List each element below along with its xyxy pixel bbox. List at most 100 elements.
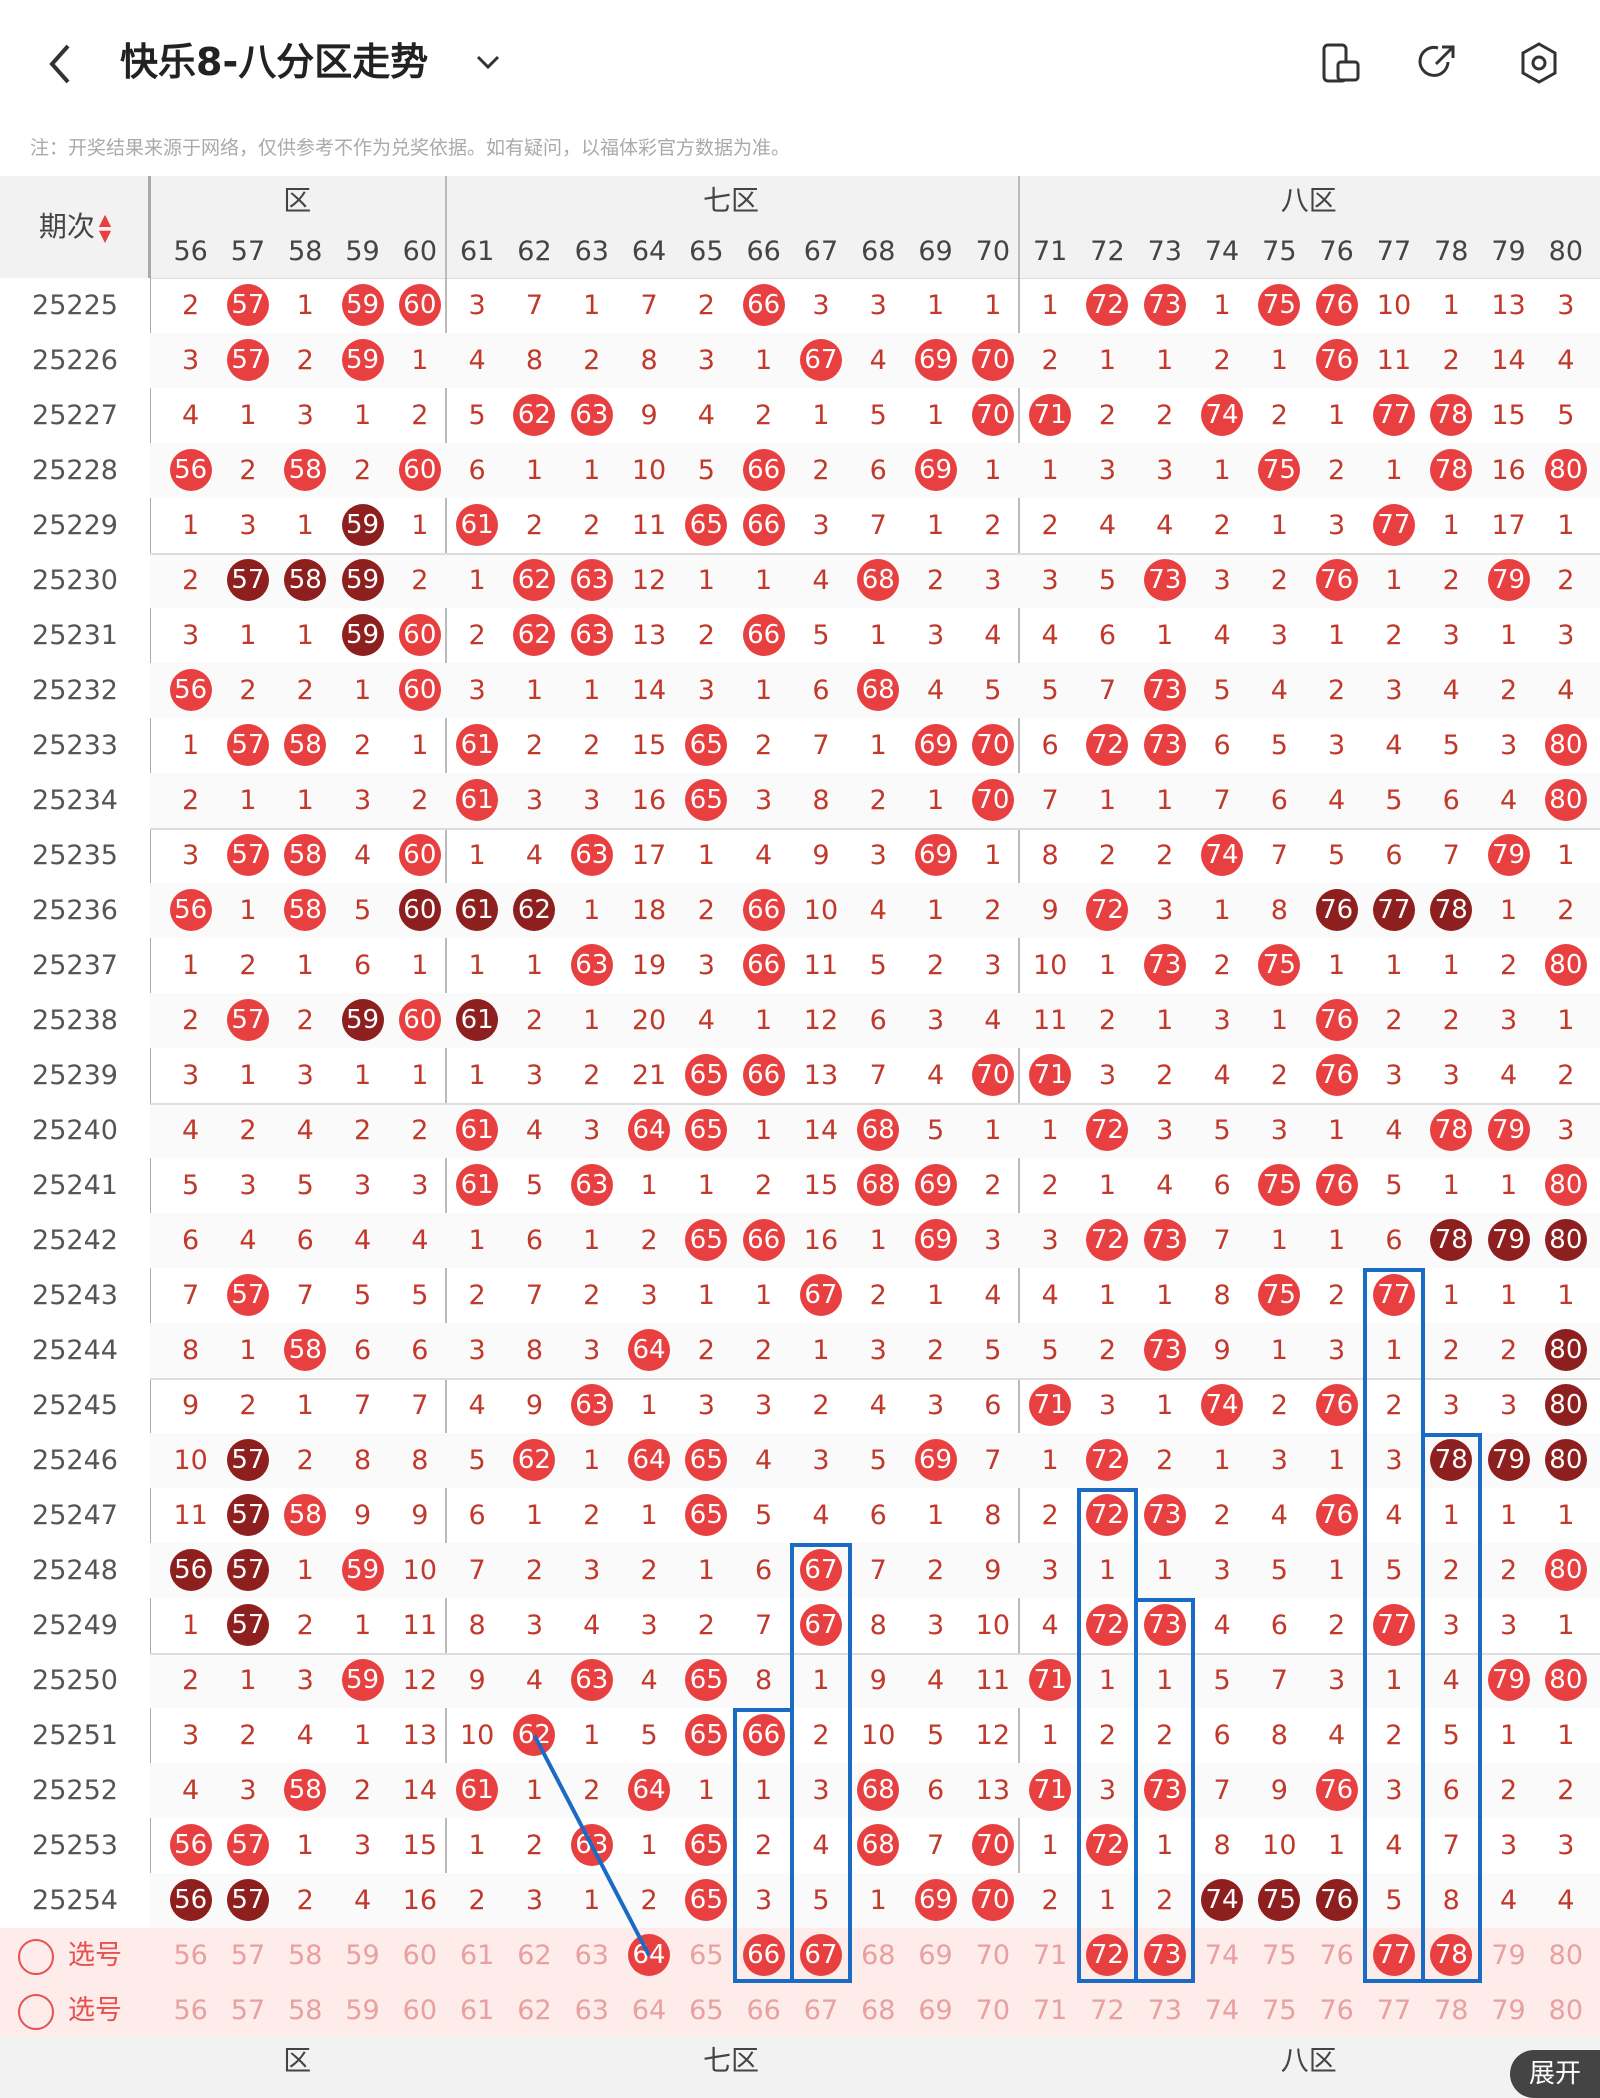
picked-number-ball[interactable]: 67 <box>799 1934 842 1976</box>
drawn-number-ball: 56 <box>169 889 212 931</box>
select-number[interactable]: 77 <box>1376 1995 1412 2026</box>
miss-count: 4 <box>1270 1500 1288 1531</box>
select-row-label[interactable]: 选号 <box>18 1983 148 2038</box>
radio-circle-icon[interactable] <box>18 1938 54 1975</box>
sort-icon[interactable]: ▲ ▼ <box>98 210 112 245</box>
select-number[interactable]: 57 <box>230 1995 266 2026</box>
miss-count: 1 <box>239 400 257 431</box>
select-number[interactable]: 65 <box>689 1940 724 1971</box>
select-number[interactable]: 76 <box>1319 1995 1354 2026</box>
miss-count: 3 <box>353 1170 372 1201</box>
select-number[interactable]: 75 <box>1262 1995 1297 2026</box>
select-number[interactable]: 69 <box>918 1940 953 1971</box>
select-number[interactable]: 69 <box>918 1995 953 2026</box>
select-number[interactable]: 62 <box>517 1940 552 1971</box>
select-number[interactable]: 56 <box>173 1940 208 1971</box>
period-column-header[interactable]: 期次 ▲ ▼ <box>0 176 150 278</box>
select-number[interactable]: 74 <box>1204 1995 1240 2026</box>
miss-count: 13 <box>1491 290 1526 321</box>
miss-count: 8 <box>812 785 830 816</box>
drawn-number-ball: 80 <box>1544 724 1587 766</box>
miss-count: 1 <box>353 675 372 706</box>
miss-count: 2 <box>296 1610 314 1641</box>
select-number[interactable]: 79 <box>1491 1995 1526 2026</box>
miss-count: 5 <box>1213 1665 1231 1696</box>
miss-count: 4 <box>1557 1885 1575 1916</box>
select-number[interactable]: 58 <box>288 1940 323 1971</box>
miss-count: 4 <box>869 895 887 926</box>
select-number[interactable]: 70 <box>975 1995 1011 2026</box>
miss-count: 1 <box>468 1060 486 1091</box>
drawn-number-ball: 78 <box>1430 1219 1473 1261</box>
select-number[interactable]: 66 <box>746 1995 781 2026</box>
select-number[interactable]: 56 <box>173 1995 208 2026</box>
select-number[interactable]: 67 <box>803 1995 839 2026</box>
select-number[interactable]: 70 <box>975 1940 1011 1971</box>
select-number[interactable]: 61 <box>459 1995 495 2026</box>
select-number[interactable]: 58 <box>288 1995 323 2026</box>
period-number: 25237 <box>0 938 150 993</box>
picked-number-ball[interactable]: 73 <box>1143 1934 1186 1976</box>
select-number[interactable]: 68 <box>861 1995 896 2026</box>
select-number[interactable]: 63 <box>574 1995 609 2026</box>
drawn-number-ball: 75 <box>1258 1164 1301 1206</box>
drawn-number-ball: 58 <box>284 449 327 491</box>
miss-count: 5 <box>1041 1335 1059 1366</box>
drawn-number-ball: 60 <box>398 669 441 711</box>
select-number[interactable]: 64 <box>631 1995 667 2026</box>
back-arrow-icon[interactable] <box>38 36 88 92</box>
select-number[interactable]: 59 <box>345 1995 380 2026</box>
share-icon[interactable] <box>1414 40 1460 86</box>
select-number[interactable]: 75 <box>1262 1940 1297 1971</box>
miss-count: 3 <box>1156 895 1174 926</box>
miss-count: 4 <box>411 1225 429 1256</box>
picked-number-ball[interactable]: 66 <box>742 1934 785 1976</box>
picked-number-ball[interactable]: 64 <box>628 1934 671 1976</box>
drawn-number-ball: 62 <box>513 889 556 931</box>
column-number: 68 <box>849 226 907 278</box>
select-number[interactable]: 60 <box>402 1940 438 1971</box>
select-number[interactable]: 76 <box>1319 1940 1354 1971</box>
select-number[interactable]: 62 <box>517 1995 552 2026</box>
miss-count: 3 <box>755 785 773 816</box>
picked-number-ball[interactable]: 78 <box>1430 1934 1473 1976</box>
settings-icon[interactable] <box>1516 40 1562 86</box>
select-number[interactable]: 73 <box>1147 1995 1182 2026</box>
select-number[interactable]: 71 <box>1032 1995 1068 2026</box>
picked-number-ball[interactable]: 77 <box>1372 1934 1415 1976</box>
miss-count: 3 <box>697 950 715 981</box>
select-number[interactable]: 60 <box>402 1995 438 2026</box>
select-number[interactable]: 80 <box>1548 1940 1584 1971</box>
select-number[interactable]: 68 <box>861 1940 896 1971</box>
select-number[interactable]: 63 <box>574 1940 609 1971</box>
miss-count: 1 <box>1499 1500 1518 1531</box>
miss-count: 11 <box>803 950 839 981</box>
screen-rotate-icon[interactable] <box>1318 40 1364 86</box>
select-number[interactable]: 65 <box>689 1995 724 2026</box>
miss-count: 9 <box>1270 1775 1288 1806</box>
radio-circle-icon[interactable] <box>18 1993 54 2030</box>
miss-count: 16 <box>1491 455 1526 486</box>
select-number[interactable]: 79 <box>1491 1940 1526 1971</box>
page-title[interactable]: 快乐8-八分区走势 <box>120 40 429 84</box>
miss-count: 1 <box>1442 290 1460 321</box>
chevron-down-icon[interactable] <box>470 40 506 84</box>
column-number: 67 <box>792 226 850 278</box>
miss-count: 6 <box>1213 730 1231 761</box>
select-row-label[interactable]: 选号 <box>18 1928 148 1983</box>
drawn-number-ball: 71 <box>1029 1769 1072 1811</box>
select-number[interactable]: 57 <box>230 1940 266 1971</box>
select-number[interactable]: 71 <box>1032 1940 1068 1971</box>
select-number[interactable]: 59 <box>345 1940 380 1971</box>
expand-button[interactable]: 展开 <box>1510 2050 1600 2098</box>
select-number[interactable]: 78 <box>1434 1995 1469 2026</box>
drawn-number-ball: 73 <box>1143 944 1186 986</box>
miss-count: 3 <box>1557 620 1575 651</box>
select-number[interactable]: 72 <box>1090 1995 1125 2026</box>
select-number[interactable]: 74 <box>1204 1940 1240 1971</box>
picked-number-ball[interactable]: 72 <box>1086 1934 1129 1976</box>
miss-count: 5 <box>926 1720 945 1751</box>
select-number[interactable]: 61 <box>459 1940 495 1971</box>
select-number[interactable]: 80 <box>1548 1995 1584 2026</box>
miss-count: 1 <box>1385 455 1403 486</box>
